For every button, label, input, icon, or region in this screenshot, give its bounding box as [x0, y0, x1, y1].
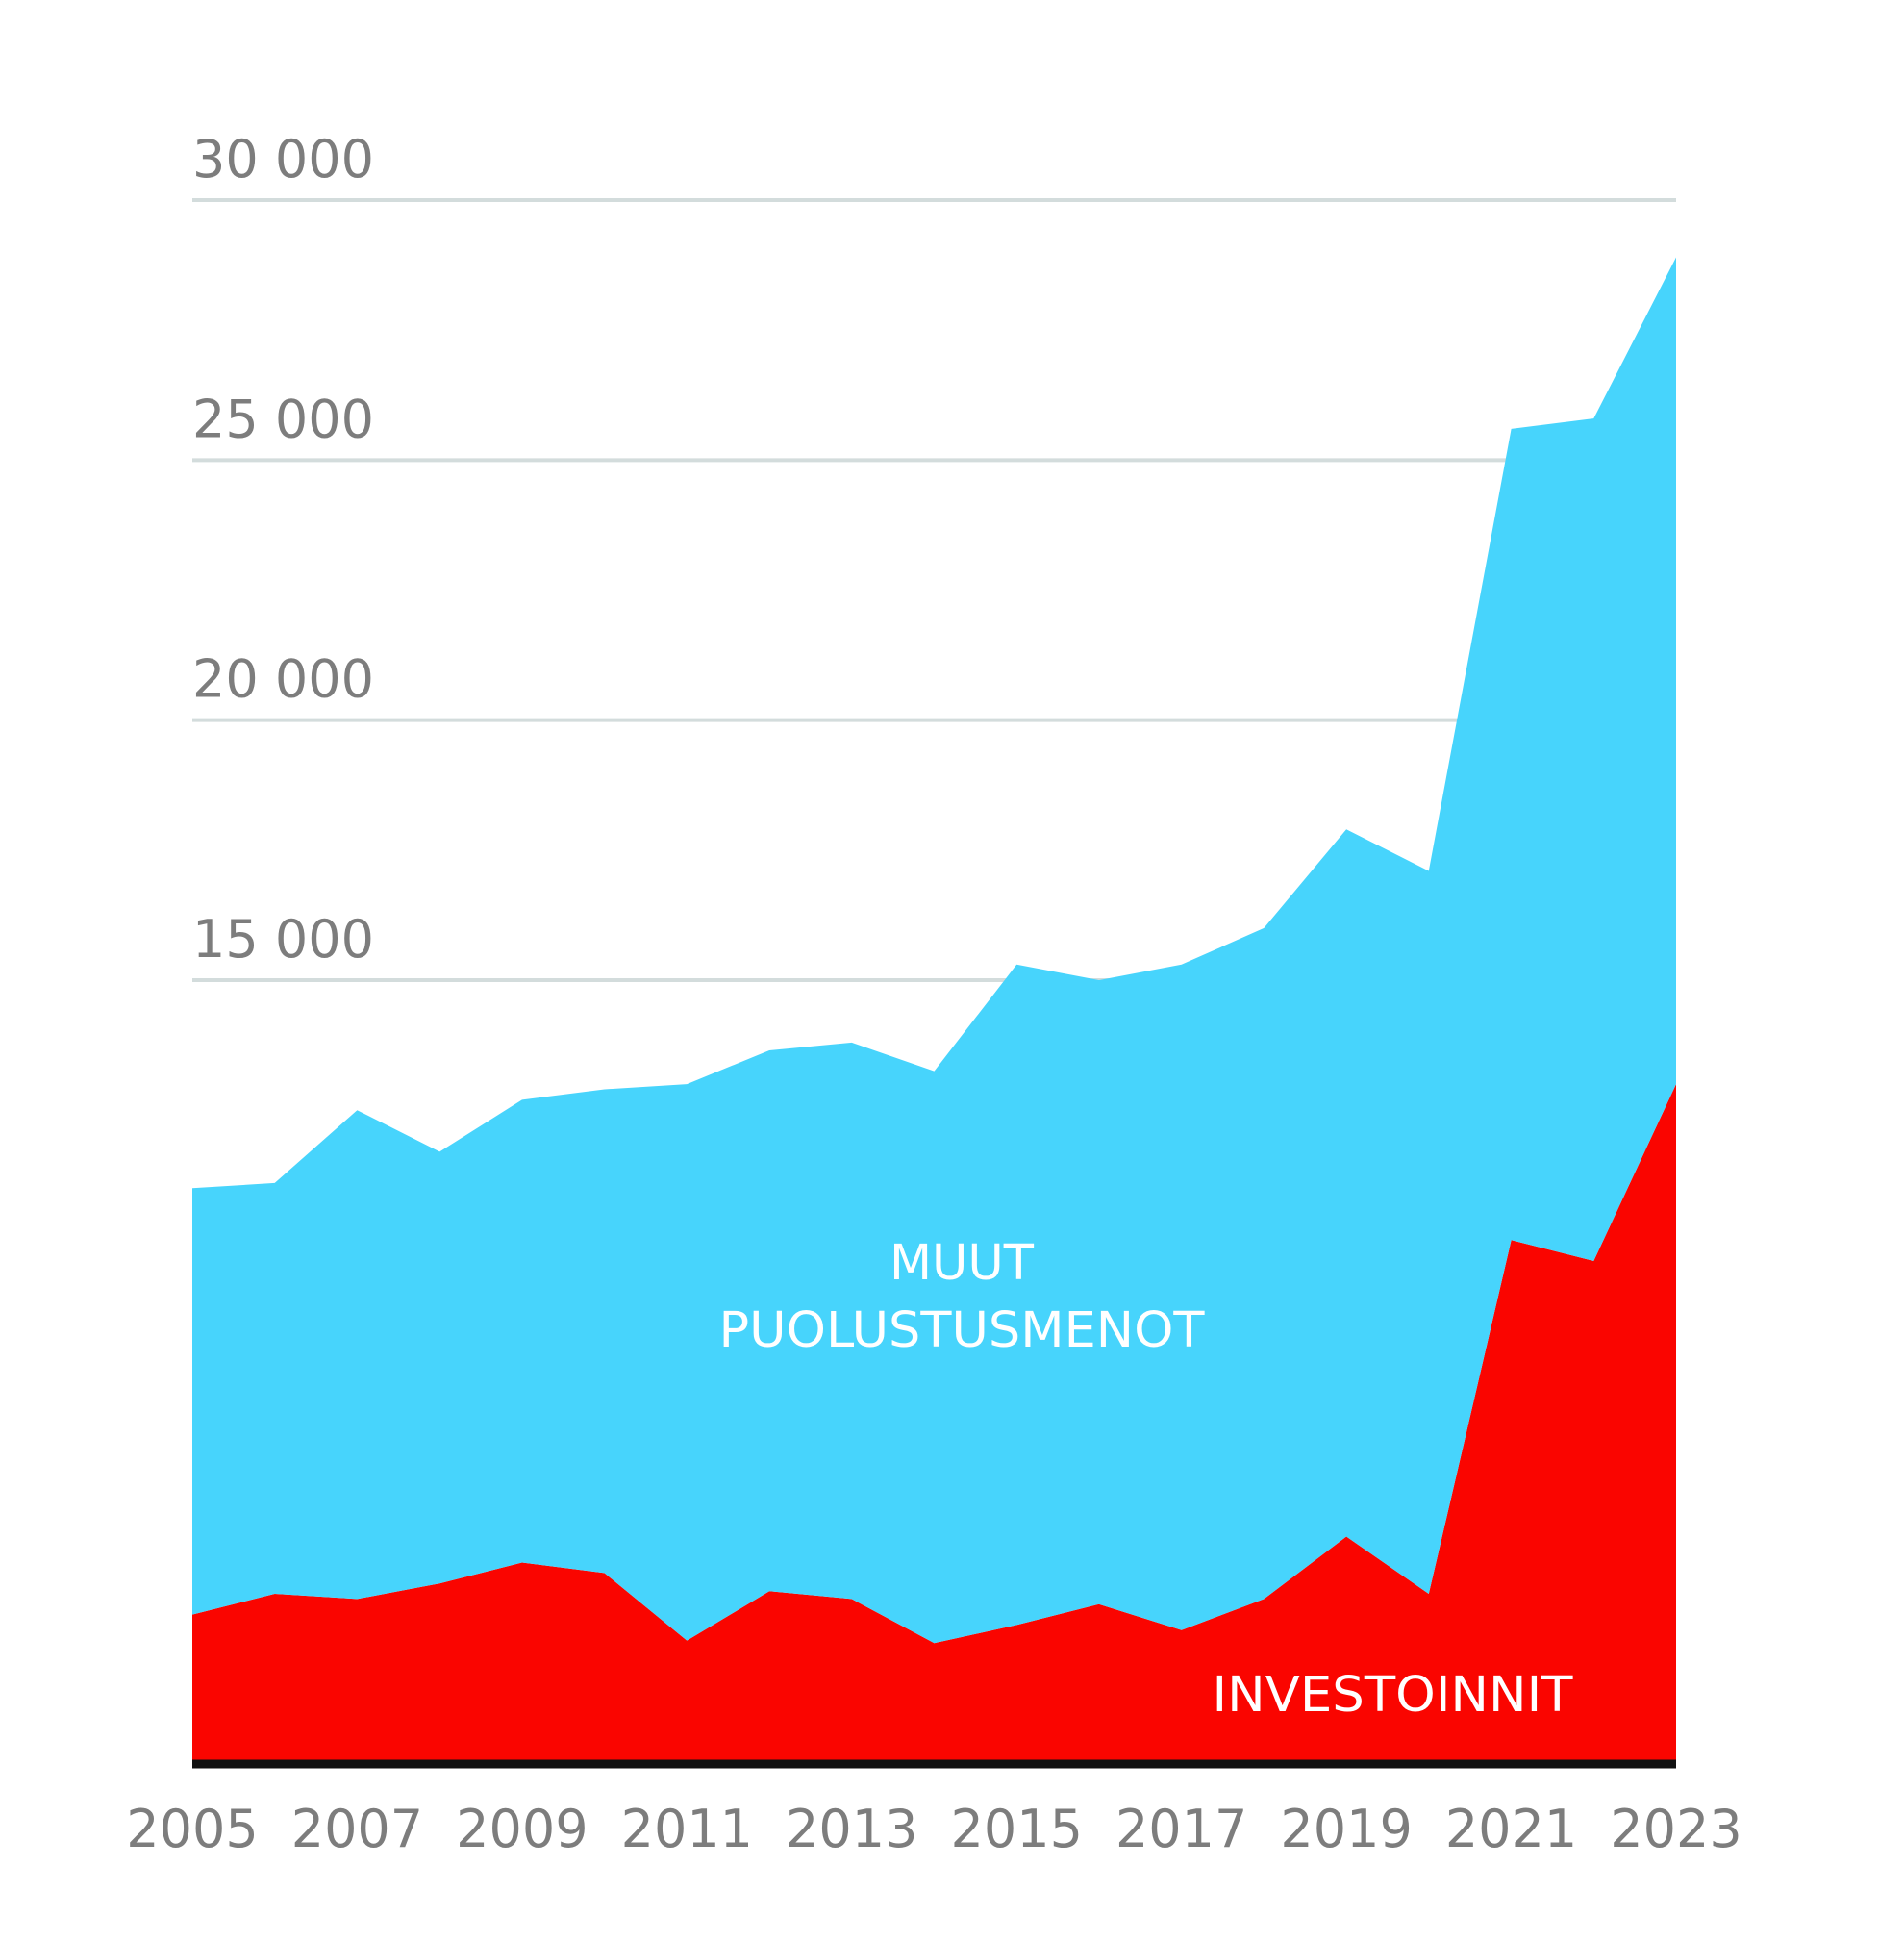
series-labels: MUUT PUOLUSTUSMENOT INVESTOINNIT: [719, 1235, 1574, 1724]
series-label-investments: INVESTOINNIT: [1213, 1667, 1574, 1724]
x-tick-label: 2007: [291, 1799, 423, 1859]
x-tick-label: 2011: [621, 1799, 753, 1859]
y-tick-label: 20 000: [192, 649, 374, 710]
x-tick-label: 2017: [1115, 1799, 1247, 1859]
area-investoinnit: [192, 1084, 1676, 1760]
x-tick-label: 2015: [951, 1799, 1083, 1859]
x-tick-label: 2023: [1610, 1799, 1741, 1859]
y-axis-tick-labels: 15 000 20 000 25 000 30 000: [192, 129, 374, 970]
x-tick-label: 2013: [786, 1799, 917, 1859]
x-tick-label: 2019: [1280, 1799, 1412, 1859]
x-tick-label: 2009: [456, 1799, 588, 1859]
x-tick-label: 2021: [1445, 1799, 1577, 1859]
area-muut-puolustusmenot: [192, 257, 1676, 1644]
series-label-line: PUOLUSTUSMENOT: [719, 1302, 1206, 1359]
x-axis-tick-labels: 2005 2007 2009 2011 2013 2015 2017 2019 2021 2023: [126, 1799, 1741, 1859]
series-label-other-line1: MUUT PUOLUSTUSMENOT: [719, 1235, 1206, 1359]
y-tick-label: 30 000: [192, 129, 374, 189]
y-tick-label: 25 000: [192, 389, 374, 449]
x-tick-label: 2005: [126, 1799, 258, 1859]
series-label-line: MUUT: [889, 1235, 1035, 1292]
y-tick-label: 15 000: [192, 909, 374, 970]
area-series: [192, 257, 1676, 1760]
